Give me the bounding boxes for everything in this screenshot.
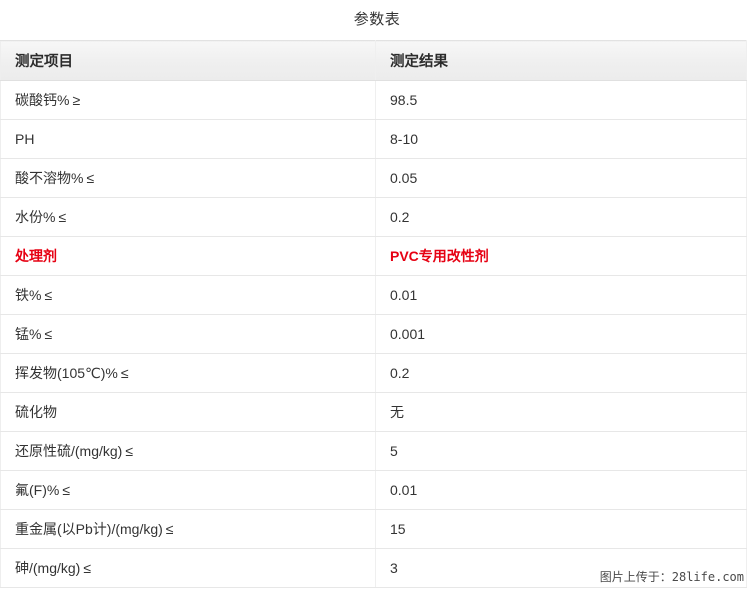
item-label: 水份% [15,209,56,225]
cell-result: 无 [375,392,747,432]
result-value: PVC专用改性剂 [390,248,489,264]
cell-result: 0.2 [375,197,747,237]
table-row: 硫化物 无 [0,392,747,432]
cell-item: 氟(F)% ≤ [0,470,376,510]
item-label: 铁% [15,287,42,303]
table-header: 测定项目 测定结果 [0,40,747,81]
cell-item: 挥发物(105℃)% ≤ [0,353,376,393]
cell-result: 0.01 [375,275,747,315]
column-header-result: 测定结果 [375,40,747,81]
item-label: PH [15,131,35,147]
cell-item: 还原性硫/(mg/kg) ≤ [0,431,376,471]
cell-result: 98.5 [375,80,747,120]
item-label: 处理剂 [15,248,57,264]
result-value: 无 [390,404,404,420]
result-value: 5 [390,443,398,459]
cell-result: 0.2 [375,353,747,393]
item-label: 硫化物 [15,404,57,420]
column-header-item: 测定项目 [0,40,376,81]
cell-item: 酸不溶物% ≤ [0,158,376,198]
result-value: 3 [390,560,398,576]
item-label: 碳酸钙% [15,92,70,108]
table-row: 铁% ≤0.01 [0,275,747,315]
item-label: 酸不溶物% [15,170,84,186]
table-row: 处理剂 PVC专用改性剂 [0,236,747,276]
table-body: 碳酸钙% ≥98.5 PH 8-10 酸不溶物% ≤0.05 水份% ≤0.2 处理剂 PVC专用… [0,80,747,588]
result-value: 0.2 [390,209,410,225]
comparison-symbol: ≤ [44,287,53,303]
result-value: 8-10 [390,131,419,147]
cell-item: 硫化物 [0,392,376,432]
comparison-symbol: ≥ [72,92,81,108]
cell-result: 0.05 [375,158,747,198]
item-label: 重金属(以Pb计)/(mg/kg) [15,521,163,537]
table-row: 酸不溶物% ≤0.05 [0,158,747,198]
item-label: 锰% [15,326,42,342]
result-value: 0.05 [390,170,418,186]
item-label: 砷/(mg/kg) [15,560,81,576]
cell-item: 碳酸钙% ≥ [0,80,376,120]
comparison-symbol: ≤ [62,482,71,498]
result-value: 0.01 [390,287,418,303]
table-row: 还原性硫/(mg/kg) ≤5 [0,431,747,471]
comparison-symbol: ≤ [165,521,174,537]
cell-item: 砷/(mg/kg) ≤ [0,548,376,588]
table-row: 水份% ≤0.2 [0,197,747,237]
table-row: PH 8-10 [0,119,747,159]
item-label: 挥发物(105℃)% [15,365,118,381]
table-row: 重金属(以Pb计)/(mg/kg) ≤15 [0,509,747,549]
cell-item: 铁% ≤ [0,275,376,315]
page-title: 参数表 [353,11,401,28]
comparison-symbol: ≤ [125,443,134,459]
result-value: 98.5 [390,92,418,108]
table-row: 碳酸钙% ≥98.5 [0,80,747,120]
parameters-table: 测定项目 测定结果 碳酸钙% ≥98.5 PH 8-10 酸不溶物% ≤0.05 水份% ≤0… [0,40,747,588]
item-label: 氟(F)% [15,482,60,498]
table-row: 锰% ≤0.001 [0,314,747,354]
cell-result: PVC专用改性剂 [375,236,747,276]
comparison-symbol: ≤ [44,326,53,342]
cell-result: 15 [375,509,747,549]
watermark-text: 图片上传于：28life.com [597,567,746,586]
comparison-symbol: ≤ [58,209,67,225]
cell-item: 处理剂 [0,236,376,276]
comparison-symbol: ≤ [120,365,129,381]
result-value: 0.2 [390,365,410,381]
table-row: 挥发物(105℃)% ≤0.2 [0,353,747,393]
comparison-symbol: ≤ [83,560,92,576]
cell-result: 0.01 [375,470,747,510]
cell-item: 锰% ≤ [0,314,376,354]
comparison-symbol: ≤ [86,170,95,186]
cell-item: 水份% ≤ [0,197,376,237]
table-row: 氟(F)% ≤0.01 [0,470,747,510]
result-value: 15 [390,521,406,537]
result-value: 0.001 [390,326,426,342]
cell-result: 0.001 [375,314,747,354]
cell-item: PH [0,119,376,159]
cell-result: 8-10 [375,119,747,159]
cell-item: 重金属(以Pb计)/(mg/kg) ≤ [0,509,376,549]
cell-result: 5 [375,431,747,471]
result-value: 0.01 [390,482,418,498]
item-label: 还原性硫/(mg/kg) [15,443,123,459]
table-header-row: 测定项目 测定结果 [0,40,747,81]
